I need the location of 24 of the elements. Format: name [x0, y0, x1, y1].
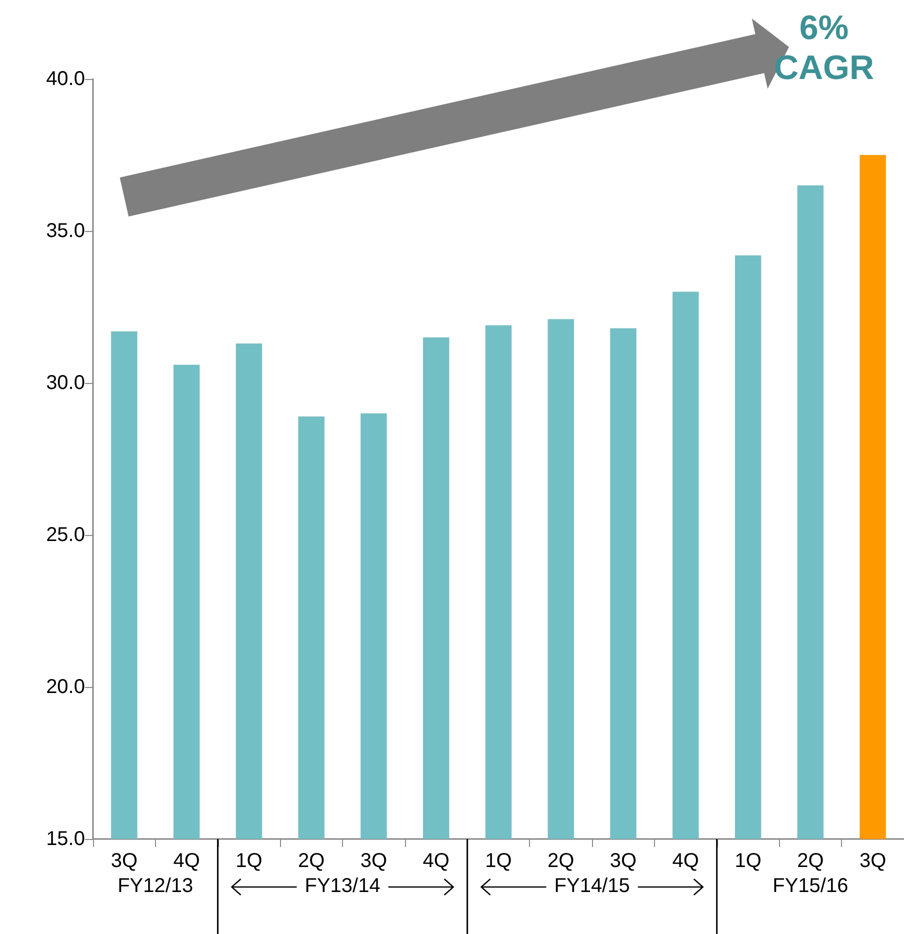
- x-tick-label: 4Q: [173, 850, 200, 872]
- y-tick-label: 40.0: [46, 68, 85, 90]
- x-tick-label: 2Q: [797, 850, 824, 872]
- text: FY13/14: [304, 875, 380, 898]
- x-tick-label: 4Q: [672, 850, 699, 872]
- x-tick-label: 3Q: [360, 850, 388, 872]
- x-tick-label: 1Q: [236, 850, 262, 872]
- y-tick-label: 35.0: [46, 220, 85, 242]
- text: FY15/16: [772, 875, 848, 898]
- y-tick-label: 25.0: [46, 524, 85, 546]
- x-tick-label: 2Q: [298, 850, 325, 872]
- x-tick-label: 3Q: [610, 850, 637, 872]
- x-tick-label: 1Q: [485, 850, 512, 872]
- x-tick-label: 2Q: [548, 850, 574, 872]
- y-tick-label: 30.0: [46, 372, 85, 394]
- x-tick-label: 3Q: [859, 850, 886, 872]
- x-tick-label: 1Q: [734, 850, 762, 872]
- text: FY14/15: [554, 875, 630, 898]
- y-tick-label: 15.0: [46, 828, 85, 850]
- x-tick-label: 4Q: [422, 850, 450, 872]
- annotation: 6% CAGR: [772, 8, 876, 88]
- x-tick-label: 3Q: [110, 850, 138, 872]
- y-tick-label: 20.0: [46, 676, 85, 698]
- text: FY12/13: [118, 875, 194, 898]
